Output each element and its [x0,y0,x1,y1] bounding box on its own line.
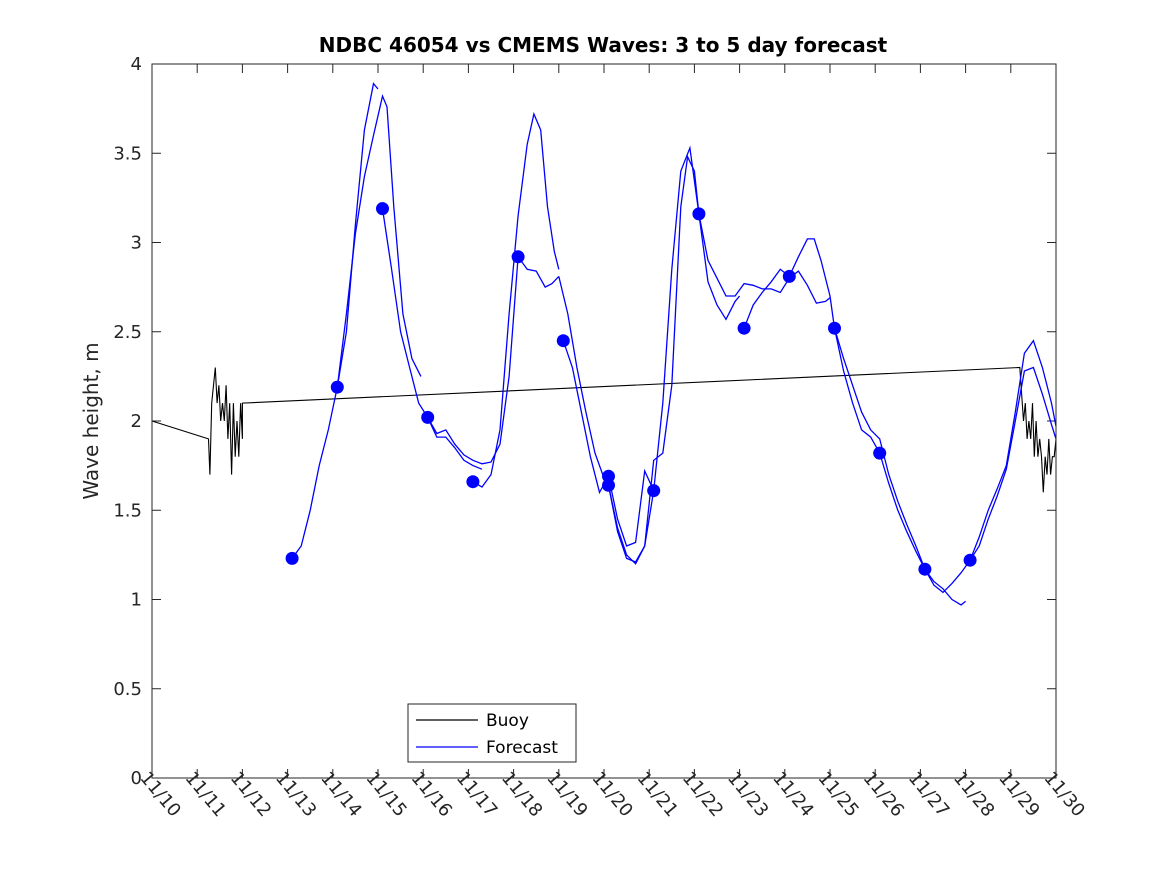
y-tick-label: 1.5 [113,500,142,521]
forecast-line-segment-9 [743,238,967,606]
plot-area [152,64,1056,778]
legend-box [407,703,577,763]
forecast-marker-14 [873,446,887,460]
forecast-marker-8 [602,478,615,492]
forecast-marker-9 [647,484,661,498]
y-tick-label: 0 [131,768,142,789]
y-tick-labels: 0 0.5 1 1.5 2 2.5 3 3.5 4 [113,54,142,789]
forecast-marker-4 [466,475,480,489]
forecast-line-segment-8 [698,213,741,321]
y-tick-label: 2 [131,411,142,432]
y-tick-label: 3 [131,233,142,254]
y-tick-label: 2.5 [113,322,142,343]
forecast-line-segment-6 [558,145,700,565]
forecast-line-segment-2 [381,208,483,470]
series-layer [151,82,1057,606]
forecast-marker-12 [782,269,796,283]
forecast-marker-0 [285,551,299,565]
y-tick-label: 0.5 [113,679,142,700]
legend: Buoy Forecast [407,703,577,763]
buoy-line [151,366,1057,493]
forecast-marker-16 [963,553,977,567]
forecast-marker-13 [828,321,841,335]
y-tick-label: 1 [131,590,142,611]
forecast-line-segment-11 [969,366,1057,561]
chart-title: NDBC 46054 vs CMEMS Waves: 3 to 5 day fo… [319,33,888,57]
y-tick-label: 3.5 [113,143,142,164]
plot-frame [151,63,1057,779]
forecast-marker-5 [511,250,525,264]
legend-label-forecast: Forecast [486,738,558,758]
forecast-marker-10 [692,207,706,221]
y-axis-label: Wave height, m [79,342,103,499]
forecast-line-segment-4 [472,111,560,488]
forecast-line-segment-10 [833,328,1057,594]
forecast-marker-1 [330,380,344,394]
y-tick-label: 4 [131,54,142,75]
legend-label-buoy: Buoy [486,711,529,731]
forecast-marker-15 [918,562,932,576]
forecast-marker-7 [602,469,615,483]
forecast-line-segment-7 [607,154,831,563]
forecast-marker-11 [737,321,751,335]
forecast-marker-2 [376,202,389,216]
forecast-marker-3 [421,410,435,424]
forecast-marker-6 [556,334,570,348]
forecast-line-segment-0 [291,93,422,559]
forecast-line-segment-1 [336,82,379,388]
